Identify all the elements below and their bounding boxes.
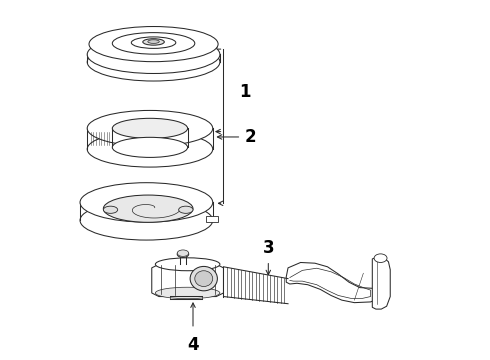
Ellipse shape (103, 195, 193, 222)
Polygon shape (152, 264, 223, 297)
Ellipse shape (143, 39, 164, 45)
Ellipse shape (87, 111, 213, 146)
Text: 1: 1 (240, 83, 251, 101)
Text: 2: 2 (245, 128, 257, 146)
Ellipse shape (155, 287, 220, 299)
Polygon shape (372, 257, 390, 309)
Ellipse shape (131, 37, 176, 48)
Polygon shape (205, 216, 218, 222)
Text: 4: 4 (187, 336, 199, 354)
Ellipse shape (103, 206, 118, 213)
Text: 3: 3 (263, 239, 274, 257)
Ellipse shape (87, 131, 213, 167)
Ellipse shape (148, 40, 159, 43)
Ellipse shape (112, 118, 188, 138)
Ellipse shape (112, 137, 188, 157)
Ellipse shape (374, 254, 387, 262)
Ellipse shape (155, 258, 220, 271)
Ellipse shape (87, 43, 220, 81)
Ellipse shape (89, 27, 218, 62)
Ellipse shape (112, 33, 195, 54)
Ellipse shape (177, 251, 189, 257)
Ellipse shape (80, 183, 213, 222)
Ellipse shape (80, 201, 213, 240)
Ellipse shape (179, 206, 193, 213)
Polygon shape (286, 262, 378, 303)
Ellipse shape (190, 266, 218, 291)
Ellipse shape (177, 250, 189, 256)
Ellipse shape (195, 271, 213, 287)
Ellipse shape (87, 36, 220, 73)
